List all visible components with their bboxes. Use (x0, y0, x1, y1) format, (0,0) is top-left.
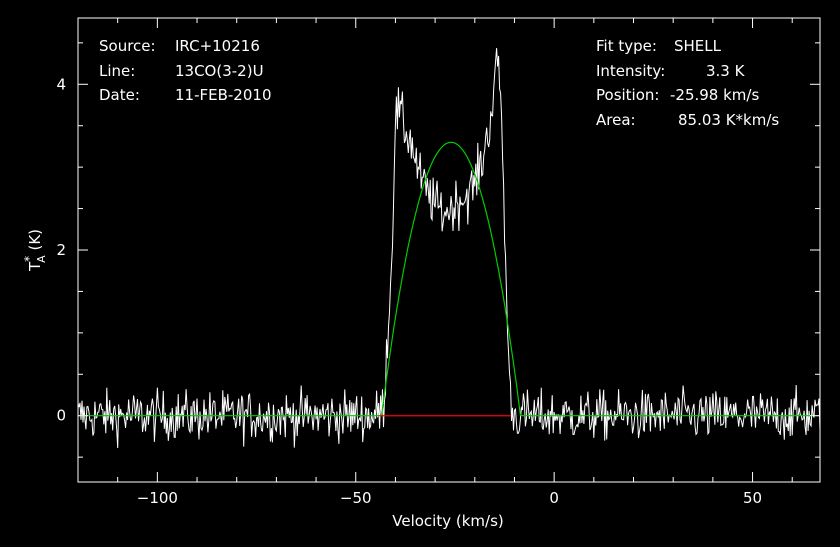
y-tick-label: 0 (56, 407, 66, 425)
info-right-key: Position: (596, 86, 659, 104)
info-right: Fit type: SHELL Intensity: 3.3 K Positio… (596, 37, 779, 129)
info-right-value: 3.3 K (706, 62, 746, 80)
info-right-key: Intensity: (596, 62, 665, 80)
info-right-value: -25.98 km/s (670, 86, 759, 104)
fit-trace (78, 141, 820, 417)
info-left-key: Line: (99, 62, 135, 80)
svg-text:T*A (K): T*A (K) (22, 229, 48, 272)
info-left-value: 13CO(3-2)U (175, 62, 264, 80)
shell-fit-line (78, 141, 820, 417)
spectrum-trace (77, 48, 821, 449)
y-axis-label: T*A (K) (22, 229, 48, 272)
info-right-value: SHELL (674, 37, 722, 55)
info-left-value: IRC+10216 (175, 37, 260, 55)
y-tick-label: 2 (56, 241, 66, 259)
axis-ticks: −100 −50 0 50 0 2 4 (56, 18, 820, 507)
x-tick-label: −100 (137, 489, 178, 507)
info-left-key: Source: (99, 37, 156, 55)
x-tick-label: 50 (743, 489, 762, 507)
x-tick-label: 0 (549, 489, 559, 507)
info-left-key: Date: (99, 86, 140, 104)
info-right-value: 85.03 K*km/s (678, 111, 779, 129)
y-tick-label: 4 (56, 75, 66, 93)
info-left: Source: IRC+10216 Line: 13CO(3-2)U Date:… (99, 37, 271, 104)
x-axis-label: Velocity (km/s) (392, 512, 503, 530)
x-tick-label: −50 (340, 489, 372, 507)
info-left-value: 11-FEB-2010 (175, 86, 271, 104)
info-right-key: Area: (596, 111, 636, 129)
info-right-key: Fit type: (596, 37, 657, 55)
spectrum-line (77, 48, 821, 449)
